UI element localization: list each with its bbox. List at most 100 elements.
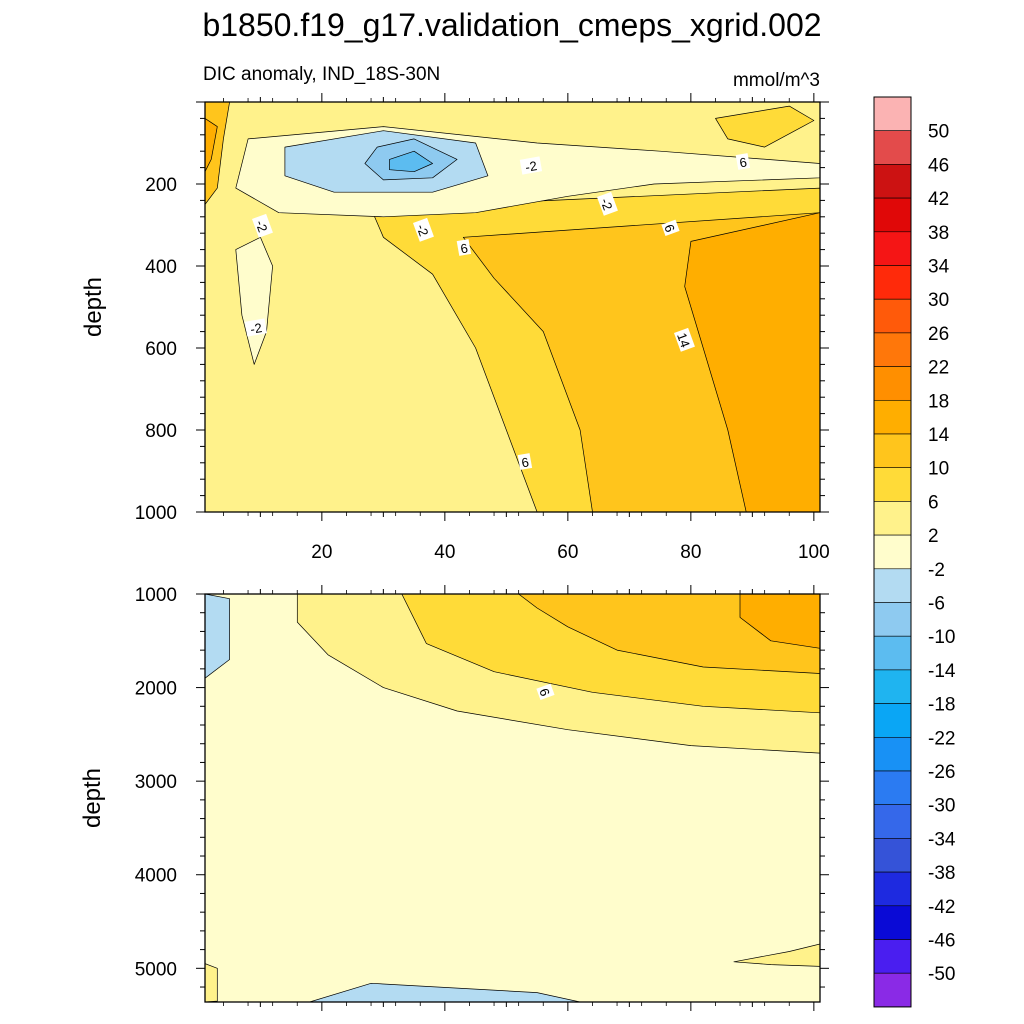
colorbar-label: 10 bbox=[928, 459, 949, 480]
y-axis-label: depth bbox=[80, 277, 107, 337]
contour-region bbox=[733, 943, 820, 967]
contour-label: -2 bbox=[524, 158, 538, 175]
colorbar-box bbox=[873, 939, 912, 974]
colorbar-box bbox=[873, 433, 912, 469]
colorbar-label: 14 bbox=[928, 425, 950, 446]
x-tick-label: 60 bbox=[557, 542, 578, 563]
contour-label-group: 14 bbox=[674, 327, 695, 352]
colorbar-box bbox=[873, 164, 912, 199]
contour-label-bg bbox=[244, 318, 268, 337]
subtitle-left: DIC anomaly, IND_18S-30N bbox=[203, 64, 440, 85]
colorbar-box bbox=[873, 804, 912, 839]
contour-label-group: 6 bbox=[735, 153, 751, 171]
contour-region bbox=[205, 963, 218, 1002]
colorbar-box bbox=[873, 366, 912, 401]
contour-region bbox=[715, 105, 815, 148]
colorbar: 50 46 42 38 34 30 26 22 18 14 10 6 2 -2 -6 -10 -14 -18 -22… bbox=[873, 96, 956, 1008]
colorbar-box bbox=[873, 130, 912, 165]
colorbar-box bbox=[873, 871, 912, 907]
y-tick-label: 400 bbox=[145, 257, 177, 278]
contour-label-group: 6 bbox=[517, 453, 533, 471]
panel-bottom: 1000 2000 3000 4000 5000 depth 6 bbox=[79, 585, 829, 1011]
contour-label: -2 bbox=[253, 218, 271, 234]
colorbar-label: 18 bbox=[928, 391, 949, 412]
colorbar-label: -10 bbox=[928, 627, 955, 648]
contour-label-group: -2 bbox=[244, 318, 268, 337]
contour-label-group: 6 bbox=[661, 219, 680, 237]
colorbar-box bbox=[873, 568, 912, 603]
colorbar-label: 50 bbox=[928, 122, 949, 143]
colorbar-label: -14 bbox=[928, 661, 956, 682]
contour-label: 6 bbox=[738, 154, 748, 170]
colorbar-label: 30 bbox=[928, 290, 949, 311]
colorbar-box bbox=[873, 467, 912, 502]
colorbar-box bbox=[873, 265, 912, 300]
contour-region bbox=[205, 118, 218, 173]
contour-label: -2 bbox=[249, 320, 263, 337]
colorbar-box bbox=[873, 669, 912, 704]
plot-frame bbox=[204, 101, 821, 513]
contour-label: 6 bbox=[459, 240, 469, 256]
contour-label: 14 bbox=[674, 331, 693, 350]
contour-label-group: -2 bbox=[413, 217, 434, 242]
colorbar-label: -34 bbox=[928, 829, 956, 850]
y-tick-label: 4000 bbox=[135, 866, 177, 887]
contour-label: 6 bbox=[536, 686, 553, 698]
contour-label: -2 bbox=[414, 222, 432, 238]
contour-label-group: -2 bbox=[597, 191, 618, 216]
colorbar-label: -6 bbox=[928, 594, 945, 615]
colorbar-box bbox=[873, 838, 912, 873]
y-tick-label: 1000 bbox=[135, 585, 177, 606]
contour-label-bg bbox=[735, 153, 751, 170]
colorbar-box bbox=[873, 703, 912, 738]
y-tick-label: 5000 bbox=[135, 959, 177, 980]
colorbar-label: -50 bbox=[928, 964, 955, 985]
colorbar-label: -26 bbox=[928, 762, 955, 783]
colorbar-box bbox=[873, 905, 912, 940]
contour-region bbox=[739, 594, 820, 649]
x-tick-label: 80 bbox=[680, 542, 701, 563]
colorbar-box bbox=[873, 96, 912, 132]
contour-region bbox=[205, 594, 230, 679]
contour-label-bg bbox=[536, 683, 555, 701]
contour-label-bg bbox=[661, 219, 680, 237]
colorbar-label: -30 bbox=[928, 796, 955, 817]
contour-label-group: -2 bbox=[252, 213, 273, 238]
colorbar-frame bbox=[873, 96, 912, 1008]
contour-label-bg bbox=[674, 327, 695, 352]
figure-title: b1850.f19_g17.validation_cmeps_xgrid.002 bbox=[202, 7, 821, 43]
colorbar-label: -38 bbox=[928, 863, 955, 884]
y-tick-label: 1000 bbox=[135, 503, 177, 524]
y-axis-label: depth bbox=[79, 768, 106, 828]
contour-label-group: 6 bbox=[536, 683, 555, 701]
contour-fills bbox=[205, 102, 820, 512]
contour-region bbox=[309, 982, 581, 1002]
colorbar-box bbox=[873, 534, 912, 570]
colorbar-label: 6 bbox=[928, 492, 939, 513]
x-tick-label: 20 bbox=[311, 542, 332, 563]
colorbar-box bbox=[873, 736, 912, 772]
colorbar-label: 34 bbox=[928, 257, 950, 278]
colorbar-label: 2 bbox=[928, 526, 939, 547]
x-tick-label: 40 bbox=[434, 542, 455, 563]
contour-label: -2 bbox=[598, 196, 616, 212]
colorbar-box bbox=[873, 770, 912, 806]
colorbar-box bbox=[873, 602, 912, 637]
colorbar-box bbox=[873, 231, 912, 266]
y-tick-label: 800 bbox=[145, 421, 177, 442]
colorbar-label: -42 bbox=[928, 897, 955, 918]
colorbar-box bbox=[873, 332, 912, 367]
colorbar-box bbox=[873, 635, 912, 671]
y-tick-label: 200 bbox=[145, 175, 177, 196]
contour-label-bg bbox=[413, 217, 434, 242]
contour-label-bg bbox=[597, 191, 618, 216]
colorbar-box bbox=[873, 298, 912, 334]
contour-fills bbox=[205, 594, 820, 1002]
subtitle-right: mmol/m^3 bbox=[733, 70, 820, 91]
colorbar-label: 42 bbox=[928, 189, 949, 210]
contour-label-bg bbox=[252, 213, 273, 238]
colorbar-label: -18 bbox=[928, 695, 955, 716]
colorbar-label: 26 bbox=[928, 324, 949, 345]
contour-region bbox=[389, 150, 433, 173]
contour-label-bg bbox=[517, 453, 533, 470]
